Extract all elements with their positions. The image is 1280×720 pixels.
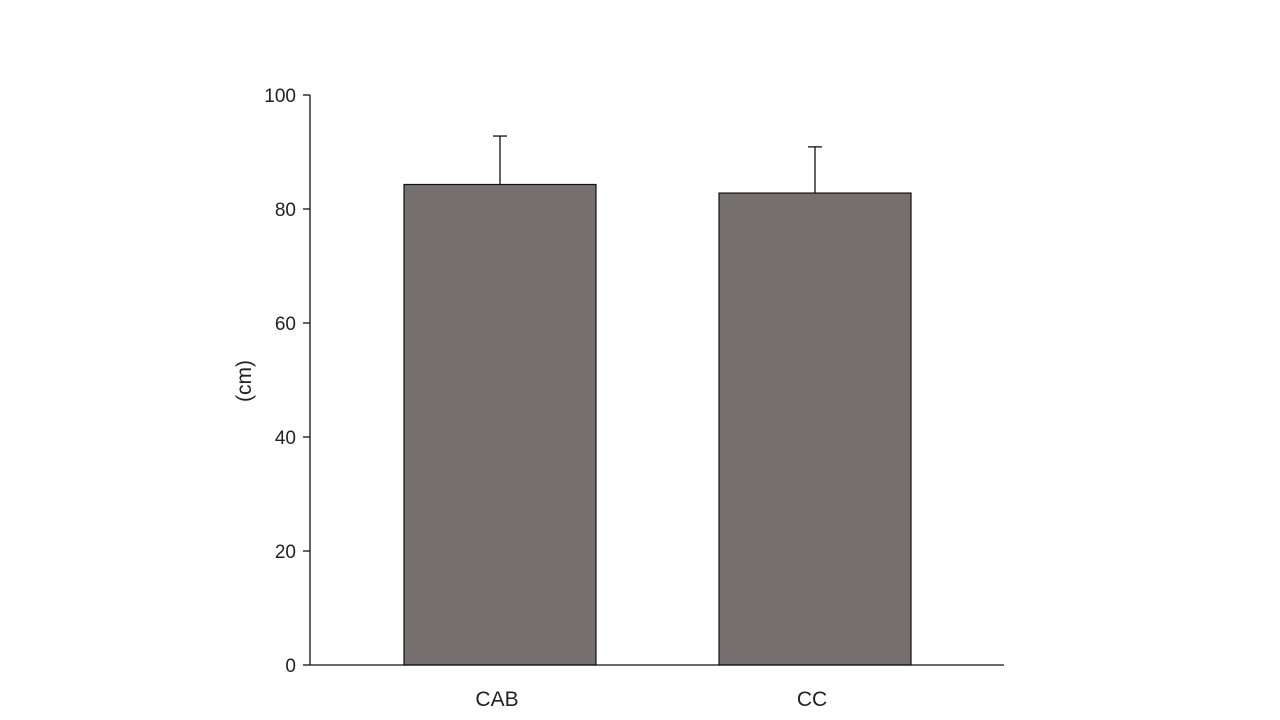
error-bars-layer <box>493 135 822 194</box>
bar-cc <box>718 192 912 666</box>
axes-layer <box>309 95 1004 666</box>
y-tick-label: 40 <box>275 428 296 449</box>
y-tick-label: 0 <box>285 656 296 677</box>
x-category-label: CC <box>797 688 827 711</box>
x-labels-layer: CAB CC <box>475 688 827 711</box>
x-category-label: CAB <box>475 688 518 711</box>
y-tick-label: 20 <box>275 542 296 563</box>
y-tick-label: 60 <box>275 314 296 335</box>
bar-cab <box>403 183 597 666</box>
y-tick-label: 100 <box>264 86 296 107</box>
y-ticks-layer: 0 20 40 60 80 100 <box>264 86 310 677</box>
y-axis-title: (cm) <box>233 360 256 402</box>
bars-layer <box>403 183 912 666</box>
y-tick-label: 80 <box>275 200 296 221</box>
